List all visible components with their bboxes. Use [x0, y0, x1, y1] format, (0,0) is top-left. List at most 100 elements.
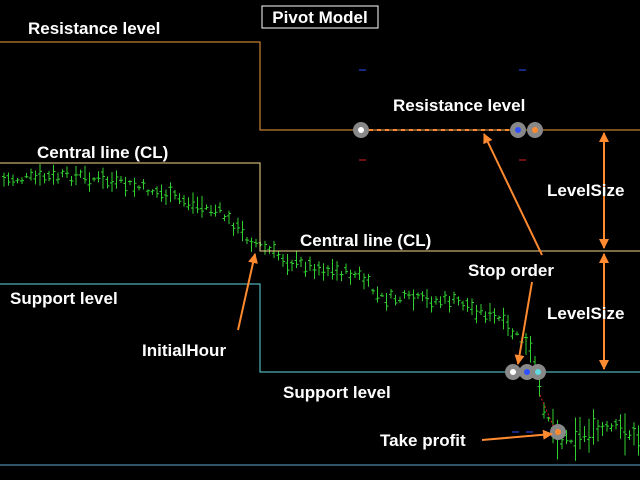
price-bar	[105, 176, 110, 189]
price-bar	[164, 189, 168, 205]
price-bar	[209, 205, 213, 217]
price-bar	[348, 269, 353, 285]
price-bar	[443, 290, 447, 304]
central-line	[0, 162, 640, 252]
price-bar	[362, 273, 366, 290]
price-bar	[137, 185, 141, 191]
price-bar	[128, 180, 132, 186]
price-bar	[141, 179, 146, 190]
price-bar	[339, 271, 344, 282]
price-bar	[87, 172, 92, 192]
price-bar	[447, 296, 452, 313]
price-bar	[204, 204, 209, 210]
price-bar	[425, 289, 429, 308]
price-bar	[231, 222, 236, 236]
price-bar	[474, 304, 479, 324]
price-bar	[294, 251, 299, 269]
price-bar	[236, 217, 240, 234]
price-bar	[132, 177, 137, 197]
price-bar	[299, 256, 303, 268]
level-label: Support level	[283, 383, 391, 402]
annotation: LevelSize	[547, 304, 625, 323]
price-bar	[200, 195, 204, 218]
level-label: Support level	[10, 289, 118, 308]
price-bar	[384, 293, 389, 311]
price-bar	[177, 193, 182, 205]
level-label: Resistance level	[393, 96, 525, 115]
price-bar	[51, 164, 56, 185]
price-bar	[191, 192, 195, 214]
level-label: Resistance level	[28, 19, 160, 38]
price-bar	[222, 214, 227, 222]
price-bar	[33, 170, 38, 185]
price-bar	[114, 170, 119, 189]
price-bar	[393, 294, 398, 306]
price-bar	[411, 289, 416, 311]
price-bar	[506, 314, 510, 336]
price-bar	[416, 292, 420, 300]
price-bar	[60, 169, 65, 178]
price-bar	[438, 296, 443, 309]
price-bar	[155, 186, 159, 198]
price-bar	[380, 292, 384, 297]
price-bar	[632, 422, 636, 446]
support-line	[0, 283, 640, 373]
price-bar	[389, 288, 393, 299]
price-bar	[303, 261, 308, 277]
price-bar	[623, 413, 627, 456]
price-bar	[123, 176, 128, 197]
price-bar	[15, 178, 20, 184]
price-bar	[186, 197, 191, 211]
price-bar	[524, 332, 528, 355]
price-bar	[240, 220, 245, 242]
price-bar	[254, 238, 258, 248]
price-bar	[92, 177, 96, 182]
price-bar	[542, 402, 546, 419]
annotation: Stop order	[468, 261, 554, 280]
price-bar	[312, 264, 317, 279]
price-bar	[267, 245, 272, 254]
annotation: InitialHour	[142, 341, 226, 360]
price-bar	[168, 182, 173, 203]
price-bar	[326, 265, 330, 277]
price-bar	[308, 256, 312, 272]
price-bar	[245, 236, 249, 245]
price-bar	[110, 172, 114, 192]
price-bar	[461, 300, 465, 311]
price-bar	[159, 184, 164, 202]
price-bar	[11, 174, 15, 186]
price-bar	[569, 439, 573, 444]
price-bar	[609, 423, 614, 432]
price-bar	[515, 331, 519, 336]
price-bar	[371, 288, 375, 295]
arrows	[237, 132, 609, 441]
price-bar	[101, 167, 105, 189]
price-bar	[452, 291, 456, 304]
price-bar	[492, 308, 497, 324]
price-bar	[402, 290, 407, 299]
price-bar	[56, 172, 60, 184]
price-bar	[353, 271, 357, 279]
price-bar	[596, 419, 600, 442]
price-bar	[195, 196, 200, 214]
price-bar	[582, 426, 587, 442]
annotation: Take profit	[380, 431, 466, 450]
price-bars	[2, 163, 640, 461]
level-label: Central line (CL)	[37, 143, 168, 162]
price-bar	[434, 296, 438, 305]
price-bar	[456, 296, 461, 306]
price-bar	[173, 189, 177, 200]
annotation: LevelSize	[547, 181, 625, 200]
price-bar	[614, 419, 618, 430]
price-bar	[276, 251, 281, 261]
price-bar	[24, 172, 29, 178]
price-bar	[65, 166, 69, 178]
price-bar	[497, 315, 501, 322]
price-bar	[285, 253, 290, 276]
price-bar	[618, 414, 623, 439]
price-bar	[78, 169, 83, 178]
price-bar	[344, 263, 348, 274]
price-bar	[488, 303, 492, 322]
